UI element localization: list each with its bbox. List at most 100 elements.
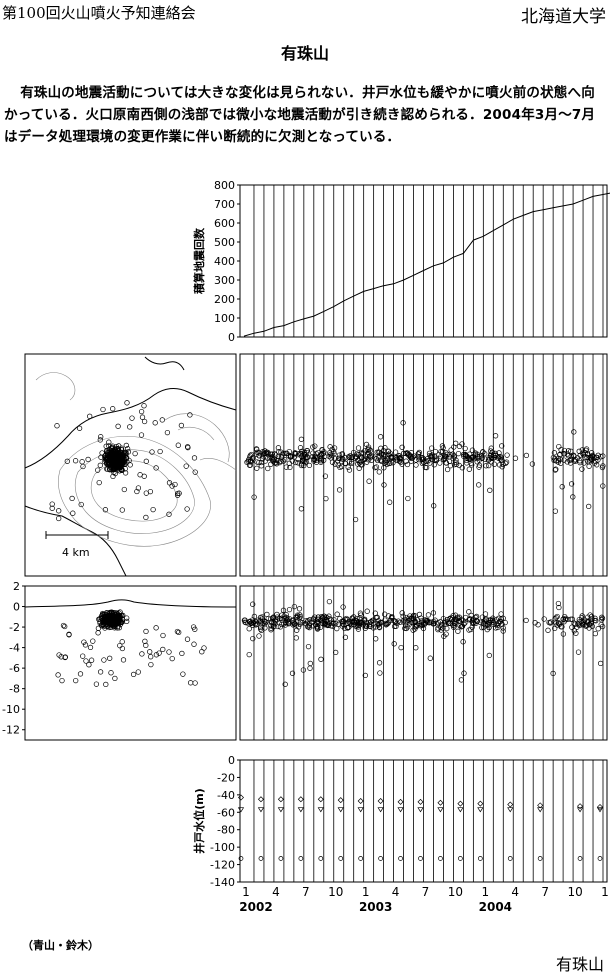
event-marker — [289, 670, 296, 676]
event-marker — [589, 613, 595, 620]
event-marker — [153, 625, 159, 631]
event-marker — [397, 619, 403, 625]
event-marker — [586, 625, 592, 631]
well-mark-deep — [298, 856, 304, 861]
event-marker — [187, 412, 193, 418]
event-marker — [599, 464, 606, 471]
event-marker — [328, 623, 334, 629]
event-marker — [502, 619, 508, 626]
event-marker — [116, 625, 122, 631]
event-marker — [466, 466, 472, 472]
event-marker — [99, 450, 105, 456]
event-marker — [412, 624, 418, 630]
event-marker — [559, 484, 565, 490]
event-marker — [453, 440, 459, 446]
event-marker — [485, 621, 491, 627]
event-marker — [469, 462, 475, 468]
event-marker — [150, 506, 156, 513]
event-marker — [374, 614, 380, 620]
event-marker — [300, 667, 307, 673]
event-marker — [318, 656, 324, 662]
event-marker — [568, 616, 574, 622]
well-mark-middle — [417, 807, 424, 813]
event-marker — [78, 501, 84, 508]
event-marker — [283, 464, 290, 470]
event-marker — [64, 458, 70, 464]
event-marker — [125, 449, 132, 455]
event-marker — [166, 649, 172, 655]
event-marker — [477, 619, 484, 625]
event-marker — [576, 448, 582, 454]
event-marker — [353, 623, 359, 629]
event-marker — [302, 620, 308, 627]
event-marker — [553, 614, 559, 621]
event-marker — [358, 462, 364, 468]
event-marker — [119, 645, 126, 652]
body-paragraph: 有珠山の地震活動については大きな変化は見られない．井戸水位も緩やかに噴火前の状態… — [4, 85, 596, 145]
x-year-label: 2003 — [359, 900, 392, 914]
event-marker — [175, 442, 181, 448]
y-tick-label: 200 — [214, 293, 235, 306]
event-marker — [275, 445, 282, 451]
event-marker — [292, 459, 299, 466]
event-marker — [574, 624, 580, 630]
event-marker — [571, 620, 577, 626]
scale-bar-label: 4 km — [62, 546, 90, 559]
event-marker — [147, 488, 154, 495]
event-marker — [381, 482, 387, 488]
event-marker — [180, 671, 186, 677]
event-marker — [160, 646, 166, 653]
event-marker — [287, 464, 293, 471]
well-mark-shallow — [297, 796, 304, 803]
event-marker — [480, 449, 486, 455]
event-marker — [114, 445, 120, 452]
event-marker — [251, 613, 258, 620]
event-marker — [254, 465, 260, 471]
event-marker — [318, 455, 324, 461]
well-mark-middle — [257, 807, 265, 813]
event-marker — [424, 456, 431, 462]
event-marker — [130, 671, 137, 678]
event-marker — [486, 652, 492, 659]
y-tick-label: -40 — [217, 789, 235, 802]
event-marker — [346, 454, 352, 460]
event-marker — [476, 462, 483, 468]
event-marker — [184, 636, 191, 642]
well-mark-deep — [338, 856, 344, 861]
event-marker — [485, 457, 492, 463]
event-marker — [135, 485, 142, 491]
event-marker — [273, 452, 279, 458]
event-marker — [72, 458, 79, 464]
event-marker — [598, 617, 605, 623]
event-marker — [87, 413, 93, 419]
event-marker — [461, 670, 467, 676]
event-marker — [62, 623, 68, 630]
event-marker — [413, 462, 419, 468]
well-mark-middle — [357, 807, 364, 813]
y-tick-label: 300 — [214, 274, 235, 287]
event-marker — [166, 511, 172, 517]
event-marker — [579, 620, 585, 626]
x-tick-label: 4 — [511, 885, 519, 899]
event-marker — [344, 624, 351, 631]
event-marker — [269, 619, 275, 625]
event-marker — [328, 455, 334, 461]
event-marker — [142, 638, 148, 644]
event-marker — [393, 454, 399, 461]
event-marker — [336, 452, 343, 458]
event-marker — [571, 429, 577, 435]
event-marker — [474, 618, 480, 624]
event-marker — [246, 462, 253, 468]
event-marker — [267, 451, 274, 457]
event-marker — [256, 633, 262, 639]
event-marker — [556, 443, 562, 450]
event-marker — [326, 598, 333, 605]
event-marker — [245, 458, 251, 465]
event-marker — [122, 470, 129, 476]
event-marker — [500, 625, 506, 631]
event-marker — [551, 450, 558, 456]
event-marker — [253, 622, 259, 628]
well-mark-deep — [398, 856, 403, 861]
event-marker — [262, 458, 268, 464]
well-mark-shallow — [457, 800, 464, 807]
